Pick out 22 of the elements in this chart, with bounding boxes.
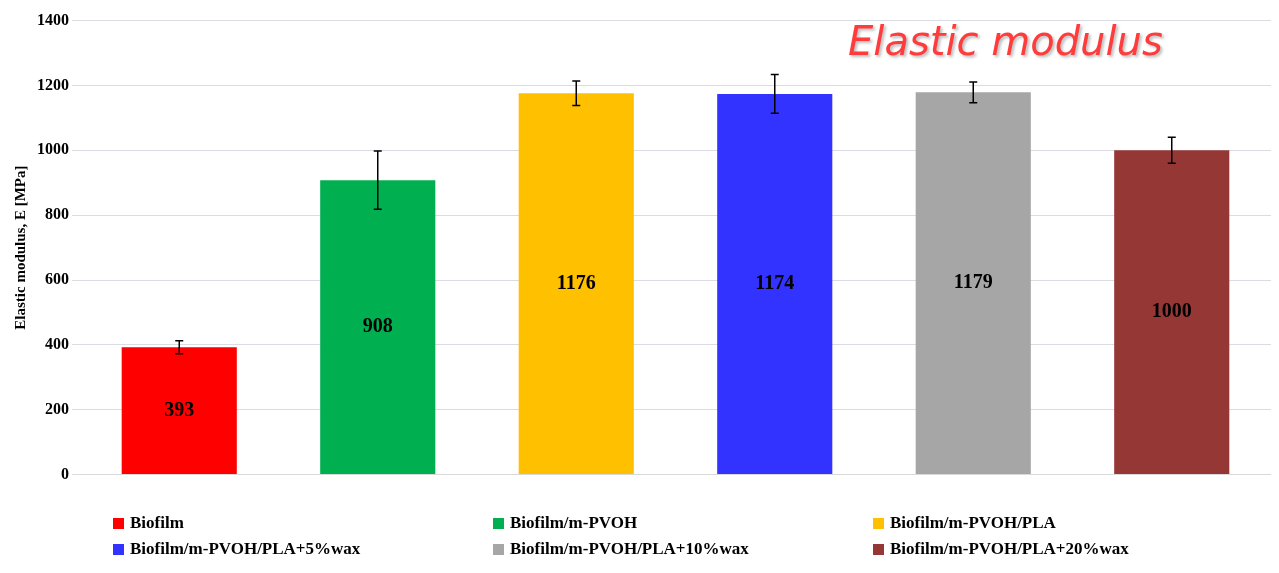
legend-label: Biofilm/m-PVOH/PLA+10%wax (510, 539, 749, 559)
legend-label: Biofilm/m-PVOH/PLA (890, 513, 1056, 533)
y-tick-label: 1000 (37, 140, 69, 158)
data-label: 393 (164, 397, 195, 420)
legend-label: Biofilm/m-PVOH (510, 513, 638, 533)
legend-label: Biofilm/m-PVOH/PLA+20%wax (890, 539, 1129, 559)
data-label: 1176 (556, 270, 596, 293)
y-tick-label: 800 (45, 205, 69, 223)
y-axis-title: Elastic modulus, E [MPa] (11, 165, 28, 330)
y-tick-label: 1200 (37, 75, 69, 93)
y-tick-label: 200 (45, 399, 69, 417)
y-tick-label: 1400 (37, 10, 69, 28)
legend-label: Biofilm/m-PVOH/PLA+5%wax (130, 539, 361, 559)
data-label: 1000 (1151, 299, 1192, 322)
legend-label: Biofilm (130, 513, 184, 533)
y-tick-label: 600 (45, 270, 69, 288)
y-tick-label: 0 (61, 464, 69, 482)
y-tick-label: 400 (45, 335, 69, 353)
data-label: 1174 (755, 271, 795, 294)
data-label: 1179 (953, 270, 993, 293)
chart-title: Elastic modulus (848, 18, 1163, 64)
data-label: 908 (362, 314, 393, 337)
